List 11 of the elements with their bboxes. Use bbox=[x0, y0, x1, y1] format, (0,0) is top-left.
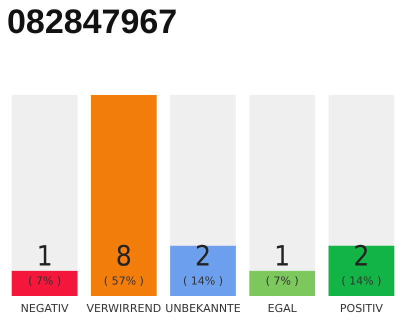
data-label: 2 ( 14% ) bbox=[182, 240, 224, 288]
data-label: 1 ( 7% ) bbox=[266, 240, 299, 288]
x-tick-label: EGAL bbox=[268, 302, 298, 315]
data-label: 2 ( 14% ) bbox=[341, 240, 382, 288]
data-label: 8 ( 57% ) bbox=[104, 240, 144, 288]
x-tick-label: VERWIRREND bbox=[86, 302, 162, 315]
chart-title: 082847967 bbox=[7, 3, 178, 41]
x-tick-label: UNBEKANNTE bbox=[165, 302, 241, 315]
x-tick-label: POSITIV bbox=[340, 302, 384, 315]
x-tick-label: NEGATIV bbox=[20, 302, 69, 315]
data-label: 1 ( 7% ) bbox=[28, 240, 62, 288]
